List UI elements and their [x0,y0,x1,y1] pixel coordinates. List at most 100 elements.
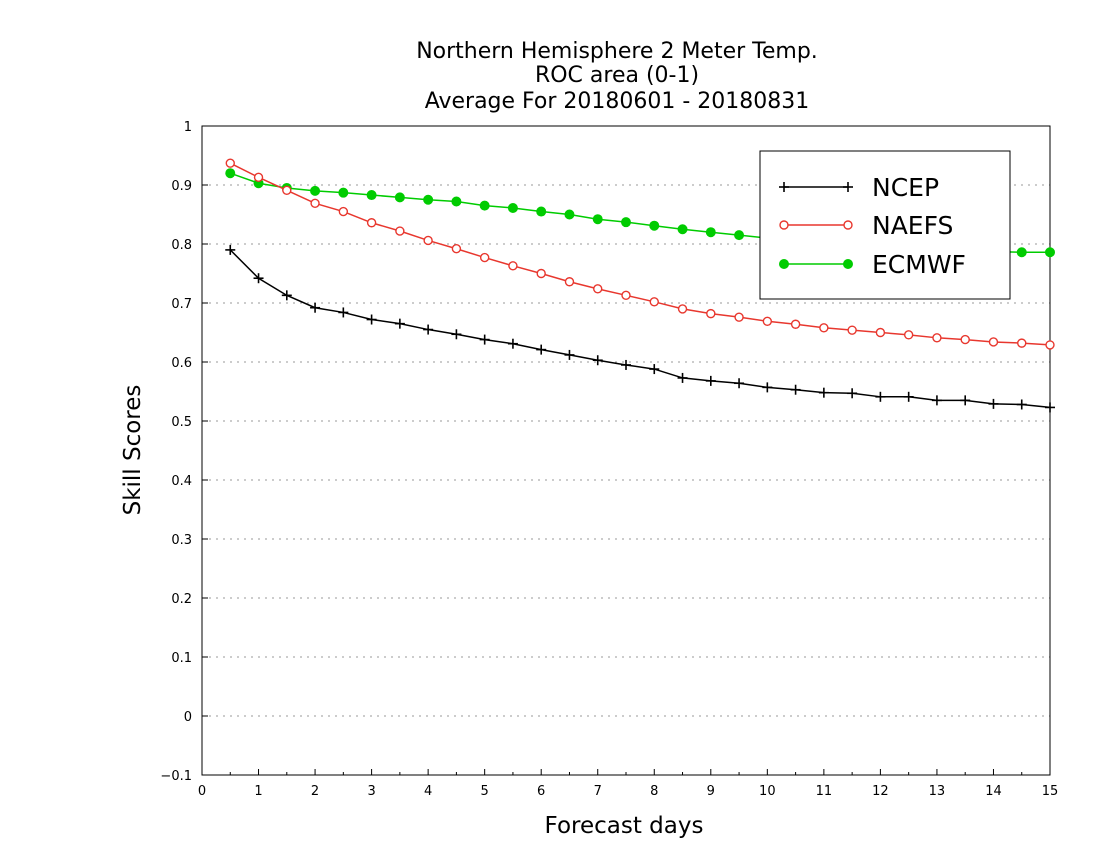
x-tick-label: 2 [311,784,319,799]
data-point-naefs [903,330,914,340]
series-ncep [225,244,1055,413]
data-point-ncep [621,359,631,370]
data-point-naefs [706,308,716,319]
legend-marker-naefs [843,220,853,230]
data-point-ncep [677,372,688,383]
legend-item-naefs: NAEFS [779,211,953,240]
data-point-naefs [932,333,942,343]
y-tick-label: 1 [184,120,192,135]
data-point-ecmwf [1045,247,1055,258]
data-point-naefs [310,198,320,208]
x-tick-label: 13 [929,784,946,799]
y-tick-label: 0.8 [171,238,192,253]
data-point-naefs [593,284,603,294]
data-point-naefs [762,316,773,326]
data-point-naefs [988,337,999,347]
data-point-naefs [564,277,575,287]
data-point-naefs [451,244,462,254]
data-point-ncep [536,344,547,355]
data-point-ncep [281,290,292,301]
data-point-naefs [395,226,405,236]
data-point-ecmwf [649,220,660,231]
x-tick-label: 7 [594,784,602,799]
data-point-naefs [677,304,688,314]
data-point-naefs [253,172,264,183]
data-point-ncep [253,273,264,284]
data-point-naefs [1045,340,1055,350]
data-point-naefs [479,252,490,263]
data-point-ncep [310,302,321,313]
data-point-naefs [790,319,801,329]
x-tick-label: 9 [707,784,715,799]
chart-title: Northern Hemisphere 2 Meter Temp. ROC ar… [416,39,818,114]
data-point-ncep [875,391,886,402]
chart-title-line-2: ROC area (0-1) [535,63,699,88]
x-tick-label: 11 [816,784,833,799]
legend-item-ncep: NCEP [779,173,939,202]
data-point-ncep [225,244,236,255]
data-point-naefs [536,268,546,279]
data-point-naefs [960,334,970,345]
data-point-ncep [507,338,518,349]
legend-label-naefs: NAEFS [872,211,953,240]
x-axis-title: Forecast days [545,813,704,839]
data-point-ecmwf [621,217,631,228]
data-point-ncep [705,375,716,386]
series-line-naefs [229,162,1051,346]
series-naefs [225,158,1055,350]
data-point-naefs [282,185,292,196]
x-tick-label: 5 [481,784,489,799]
data-point-ncep [960,395,971,406]
data-point-naefs [875,327,886,338]
y-tick-label: 0.7 [171,297,192,312]
x-tick-label: 3 [367,784,375,799]
x-tick-label: 8 [650,784,658,799]
tick-labels: 0 1 2 3 4 5 6 7 8 9 10 11 12 13 14 15−0.100.10.20.30.40… [160,120,1058,799]
data-point-ecmwf [394,192,405,203]
data-point-ecmwf [225,168,236,179]
y-axis-title: Skill Scores [120,385,146,516]
y-tick-label: 0.1 [171,651,192,666]
data-point-naefs [1017,338,1027,348]
y-tick-label: 0.2 [171,592,192,607]
y-tick-label: 0 [184,710,192,725]
data-point-ncep [790,384,801,395]
legend-label-ncep: NCEP [872,173,939,202]
data-point-ecmwf [310,185,321,196]
data-point-naefs [225,158,235,168]
data-point-ncep [762,382,773,393]
data-point-ecmwf [507,203,518,214]
x-tick-label: 0 [198,784,206,799]
y-tick-label: −0.1 [160,769,192,784]
data-point-naefs [508,261,518,271]
y-tick-label: 0.3 [171,533,192,548]
data-point-ecmwf [592,214,603,225]
grid [202,184,1050,717]
legend-marker-ecmwf [843,259,853,269]
data-point-ncep [818,387,829,398]
legend-marker-ncep [843,182,853,192]
data-point-ncep [451,329,462,340]
data-point-ncep [394,318,405,329]
legend-marker-naefs [779,220,789,230]
data-point-ncep [847,388,858,399]
data-point-ncep [423,324,434,335]
x-tick-label: 6 [537,784,545,799]
data-point-ecmwf [338,187,349,198]
data-point-naefs [649,297,659,307]
y-tick-label: 0.9 [171,179,192,194]
data-point-ncep [649,364,660,375]
x-tick-label: 4 [424,784,432,799]
data-point-ncep [338,307,349,318]
legend-label-ecmwf: ECMWF [872,250,966,279]
legend-marker-ncep [779,182,789,192]
axes [201,125,1051,776]
data-point-ncep [903,391,914,402]
data-point-naefs [819,323,829,333]
data-point-ncep [931,395,942,406]
x-tick-label: 12 [872,784,889,799]
data-point-naefs [338,206,349,217]
data-point-ecmwf [536,206,547,217]
data-point-ecmwf [479,200,490,211]
